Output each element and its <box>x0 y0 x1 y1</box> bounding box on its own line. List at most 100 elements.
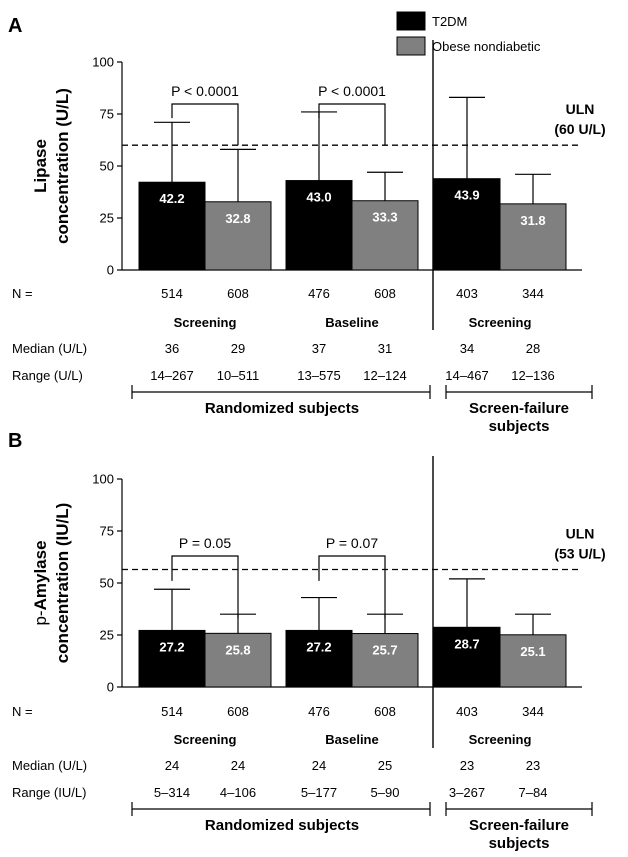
bar <box>499 203 567 271</box>
bar-value-label: 43.0 <box>306 190 331 205</box>
panel-letter-A: A <box>8 15 22 37</box>
range-value: 5–314 <box>154 785 190 800</box>
screen-failure-bracket <box>445 385 593 399</box>
range-value: 7–84 <box>519 785 548 800</box>
range-value: 10–511 <box>217 368 259 383</box>
randomized-bracket <box>131 802 431 816</box>
y-tick-label: 25 <box>100 628 114 643</box>
range-value: 3–267 <box>449 785 485 800</box>
bar-value-label: 25.7 <box>372 643 397 658</box>
n-row-label: N = <box>12 286 33 301</box>
p-value-label: P < 0.0001 <box>318 83 386 99</box>
median-row-label: Median (U/L) <box>12 758 87 773</box>
phase-label: Baseline <box>325 732 378 747</box>
range-value: 13–575 <box>297 368 340 383</box>
y-axis-label-line1: p-Amylase <box>31 540 50 625</box>
median-value: 23 <box>460 758 474 773</box>
y-tick-label: 100 <box>92 472 114 487</box>
phase-label: Screening <box>469 315 532 330</box>
screen-failure-label-line1: Screen-failure <box>469 400 569 417</box>
bar-value-label: 31.8 <box>520 213 545 228</box>
legend-swatch-1 <box>396 36 426 56</box>
n-value: 476 <box>308 704 330 719</box>
bar-value-label: 32.8 <box>225 211 250 226</box>
bar <box>285 629 353 688</box>
bar-value-label: 25.8 <box>225 642 250 657</box>
y-axis-label-line2: concentration (IU/L) <box>53 503 72 664</box>
median-value: 29 <box>231 341 245 356</box>
y-axis-label: p-Amylase concentration (IU/L) <box>31 503 72 664</box>
y-axis-label-line2: concentration (U/L) <box>53 88 72 244</box>
n-value: 514 <box>161 286 183 301</box>
y-tick-label: 0 <box>107 263 114 278</box>
y-tick-label: 50 <box>100 159 114 174</box>
uln-label-line2: (60 U/L) <box>554 121 605 137</box>
y-axis-label: Lipase concentration (U/L) <box>31 88 72 244</box>
screen-failure-label-line1: Screen-failure <box>469 817 569 834</box>
y-tick-label: 75 <box>100 524 114 539</box>
n-value: 403 <box>456 704 478 719</box>
phase-label: Screening <box>174 732 237 747</box>
screen-failure-label-line2: subjects <box>489 835 550 852</box>
bar <box>204 201 272 271</box>
screen-failure-label-line2: subjects <box>489 418 550 435</box>
y-tick-label: 25 <box>100 211 114 226</box>
range-value: 5–177 <box>301 785 337 800</box>
n-value: 344 <box>522 286 544 301</box>
median-value: 28 <box>526 341 540 356</box>
p-value-bracket <box>171 103 239 146</box>
median-value: 37 <box>312 341 326 356</box>
range-value: 12–136 <box>511 368 554 383</box>
legend-swatch-0 <box>396 11 426 31</box>
y-axis-label-line1: Lipase <box>31 139 50 193</box>
uln-label-line1: ULN <box>566 525 595 541</box>
n-value: 608 <box>374 286 396 301</box>
bar-value-label: 27.2 <box>159 639 184 654</box>
n-row-label: N = <box>12 704 33 719</box>
randomized-label: Randomized subjects <box>205 400 359 417</box>
legend-label-1: Obese nondiabetic <box>432 39 541 54</box>
y-tick-label: 75 <box>100 107 114 122</box>
median-value: 23 <box>526 758 540 773</box>
range-row-label: Range (IU/L) <box>12 785 86 800</box>
median-value: 24 <box>312 758 326 773</box>
median-value: 24 <box>231 758 245 773</box>
p-value-label: P < 0.0001 <box>171 83 239 99</box>
n-value: 608 <box>227 286 249 301</box>
randomized-bracket <box>131 385 431 399</box>
uln-label-line2: (53 U/L) <box>554 545 605 561</box>
range-value: 12–124 <box>363 368 406 383</box>
median-row-label: Median (U/L) <box>12 341 87 356</box>
range-row-label: Range (U/L) <box>12 368 83 383</box>
bar <box>285 180 353 271</box>
range-value: 5–90 <box>371 785 400 800</box>
bar-value-label: 25.1 <box>520 644 545 659</box>
median-value: 24 <box>165 758 179 773</box>
n-value: 608 <box>374 704 396 719</box>
y-axis-label-prefix: p- <box>31 610 50 625</box>
uln-label-line1: ULN <box>566 101 595 117</box>
bar-value-label: 28.7 <box>454 636 479 651</box>
bar-value-label: 33.3 <box>372 210 397 225</box>
legend-label-0: T2DM <box>432 14 467 29</box>
p-value-bracket <box>318 555 386 619</box>
p-value-label: P = 0.05 <box>179 535 232 551</box>
range-value: 4–106 <box>220 785 256 800</box>
bar <box>351 633 419 688</box>
n-value: 476 <box>308 286 330 301</box>
phase-label: Screening <box>469 732 532 747</box>
bar <box>433 626 501 688</box>
bar-value-label: 42.2 <box>159 191 184 206</box>
screen-failure-bracket <box>445 802 593 816</box>
median-value: 31 <box>378 341 392 356</box>
range-value: 14–467 <box>445 368 488 383</box>
bar <box>204 632 272 688</box>
phase-label: Screening <box>174 315 237 330</box>
median-value: 34 <box>460 341 474 356</box>
y-axis-label-line1-text: Lipase <box>31 139 50 193</box>
bar <box>499 634 567 688</box>
bar <box>351 200 419 271</box>
range-value: 14–267 <box>150 368 193 383</box>
